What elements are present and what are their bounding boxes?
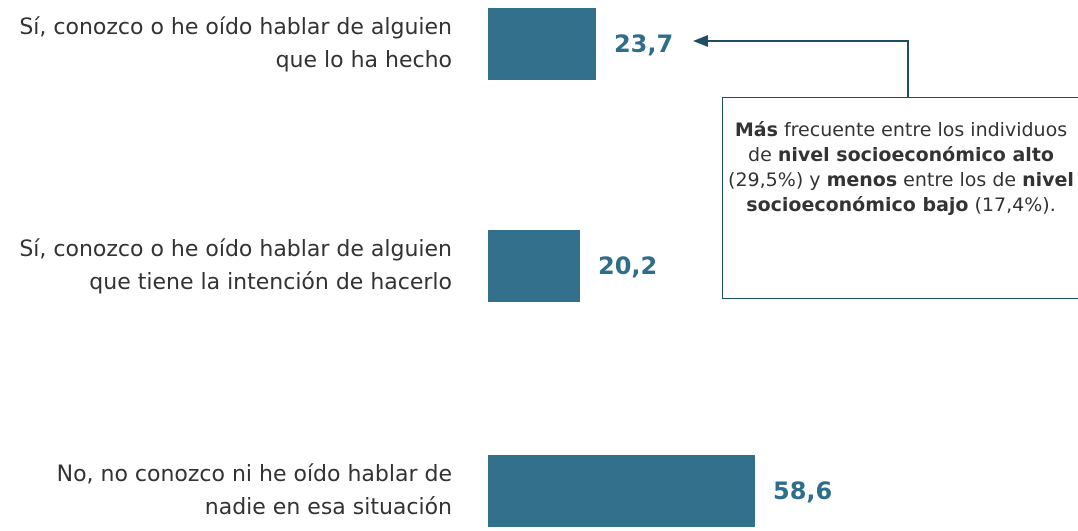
- bar: [488, 8, 596, 80]
- annotation-arrow: [706, 40, 909, 97]
- annotation-box: Más frecuente entre los individuos de ni…: [722, 97, 1078, 299]
- bar: [488, 230, 581, 302]
- category-label: No, no conozco ni he oído hablar de nadi…: [56, 462, 452, 520]
- value-label: 23,7: [613, 30, 674, 58]
- value-label: 58,6: [773, 477, 833, 505]
- annotation-text: frecuente entre los individuos de: [748, 119, 1068, 166]
- value-label: 20,2: [598, 252, 658, 280]
- category-label: Sí, conozco o he oído hablar de alguien …: [19, 237, 452, 295]
- annotation-text: (29,5%) y: [728, 169, 827, 191]
- annotation-text: nivel socioeconómico alto: [777, 144, 1054, 166]
- annotation-text: nivel socioeconómico bajo: [746, 169, 1074, 216]
- category-label: Sí, conozco o he oído hablar de alguien …: [19, 15, 452, 73]
- arrow-head: [693, 35, 708, 47]
- bar: [488, 455, 755, 527]
- annotation-text: (17,4%).: [968, 194, 1056, 216]
- annotation-text: menos: [826, 169, 898, 191]
- annotation-text: entre los de: [897, 169, 1023, 191]
- annotation-text: Más: [734, 119, 778, 141]
